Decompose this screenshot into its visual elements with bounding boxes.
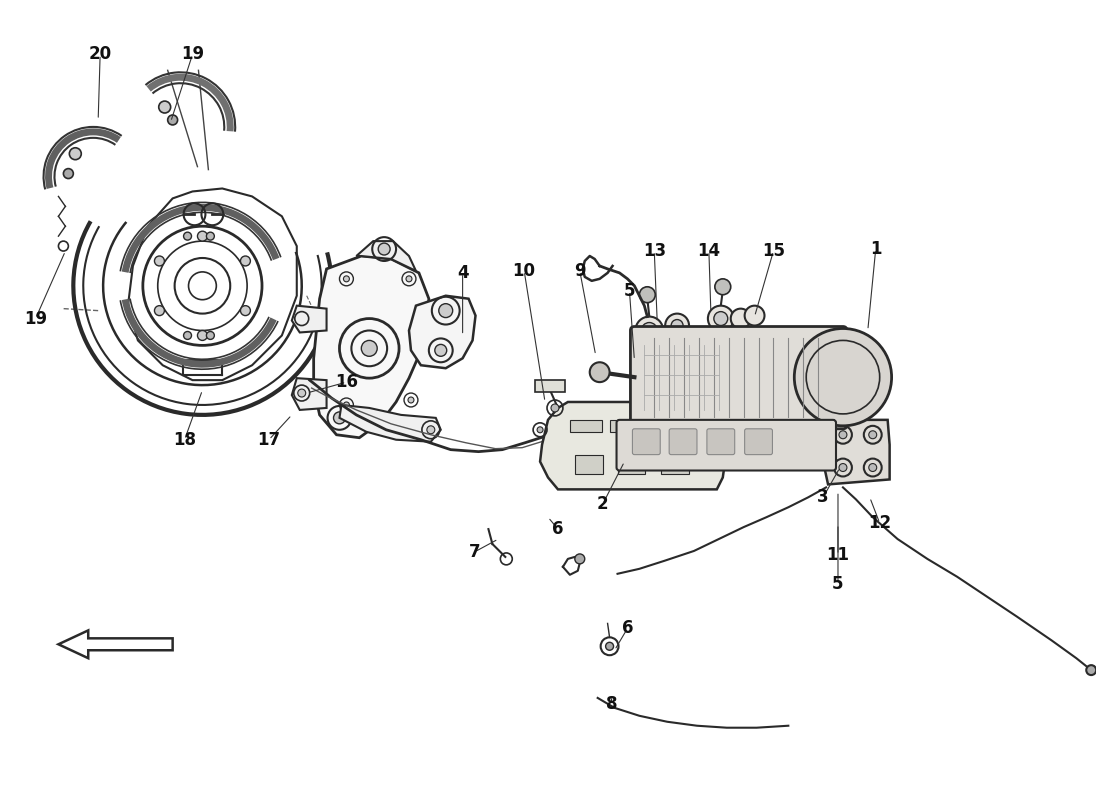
Circle shape [154, 306, 164, 315]
Circle shape [1086, 665, 1097, 675]
Circle shape [730, 309, 750, 329]
Text: 5: 5 [833, 574, 844, 593]
Circle shape [406, 276, 412, 282]
Text: 8: 8 [606, 695, 617, 713]
Text: 17: 17 [257, 430, 280, 449]
Text: 7: 7 [469, 543, 481, 561]
Circle shape [794, 329, 892, 426]
Text: 19: 19 [24, 310, 47, 327]
FancyBboxPatch shape [707, 429, 735, 454]
Circle shape [839, 430, 847, 438]
Polygon shape [575, 454, 603, 474]
Text: 6: 6 [621, 619, 634, 638]
Polygon shape [617, 454, 646, 474]
Polygon shape [540, 402, 728, 490]
FancyBboxPatch shape [745, 429, 772, 454]
Text: 16: 16 [334, 373, 358, 391]
Text: 9: 9 [574, 262, 585, 280]
Circle shape [64, 169, 74, 178]
Polygon shape [570, 420, 602, 432]
Circle shape [641, 322, 658, 338]
Text: 11: 11 [826, 546, 849, 564]
Text: 15: 15 [762, 242, 785, 260]
Text: 2: 2 [597, 495, 608, 514]
Polygon shape [292, 306, 327, 333]
Circle shape [207, 232, 215, 240]
Circle shape [714, 312, 728, 326]
Circle shape [715, 279, 730, 294]
Circle shape [154, 256, 164, 266]
Polygon shape [340, 405, 441, 442]
Text: 20: 20 [89, 46, 112, 63]
Polygon shape [609, 420, 641, 432]
Circle shape [590, 362, 609, 382]
Circle shape [198, 330, 208, 341]
Circle shape [333, 412, 345, 424]
Circle shape [869, 430, 877, 438]
Polygon shape [292, 378, 327, 410]
Circle shape [198, 231, 208, 241]
Text: 5: 5 [624, 282, 635, 300]
Polygon shape [58, 630, 173, 658]
Circle shape [167, 115, 177, 125]
FancyBboxPatch shape [669, 429, 697, 454]
Circle shape [207, 331, 215, 339]
Circle shape [606, 642, 614, 650]
Circle shape [839, 463, 847, 471]
Circle shape [184, 331, 191, 339]
Circle shape [361, 341, 377, 356]
FancyBboxPatch shape [630, 326, 847, 429]
Text: 13: 13 [642, 242, 666, 260]
Circle shape [343, 276, 350, 282]
Text: 18: 18 [173, 430, 196, 449]
FancyBboxPatch shape [632, 429, 660, 454]
Polygon shape [661, 454, 689, 474]
Circle shape [408, 397, 414, 403]
Text: 4: 4 [456, 264, 469, 282]
Circle shape [551, 404, 559, 412]
Polygon shape [356, 241, 416, 271]
Circle shape [298, 389, 306, 397]
Polygon shape [649, 420, 681, 432]
Circle shape [69, 148, 81, 160]
Text: 10: 10 [513, 262, 536, 280]
Circle shape [184, 232, 191, 240]
Circle shape [343, 402, 350, 408]
Polygon shape [535, 380, 565, 392]
Circle shape [158, 101, 170, 113]
Polygon shape [689, 420, 720, 432]
Circle shape [671, 319, 683, 331]
Text: 6: 6 [552, 520, 563, 538]
Circle shape [241, 256, 251, 266]
Circle shape [434, 344, 447, 356]
Text: 14: 14 [697, 242, 720, 260]
Text: 19: 19 [180, 46, 205, 63]
Circle shape [537, 427, 543, 433]
Polygon shape [314, 256, 429, 438]
Text: 1: 1 [870, 240, 881, 258]
Circle shape [745, 306, 764, 326]
Circle shape [636, 317, 663, 344]
Circle shape [241, 306, 251, 315]
Circle shape [416, 333, 422, 338]
Circle shape [439, 304, 453, 318]
Text: 3: 3 [817, 488, 829, 506]
Polygon shape [823, 420, 890, 485]
Circle shape [639, 286, 656, 302]
Circle shape [427, 426, 434, 434]
Circle shape [869, 463, 877, 471]
Polygon shape [409, 296, 475, 368]
Circle shape [378, 243, 390, 255]
Circle shape [708, 306, 734, 331]
Circle shape [666, 314, 689, 338]
Text: 12: 12 [868, 514, 891, 532]
Circle shape [575, 554, 585, 564]
FancyBboxPatch shape [616, 420, 836, 470]
